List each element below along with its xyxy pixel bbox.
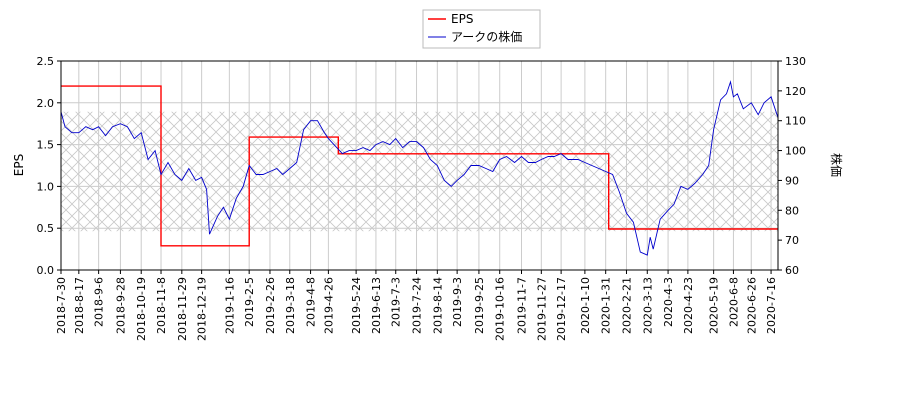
x-tick-label: 2019-10-16 bbox=[494, 277, 507, 341]
x-tick-label: 2018-9-6 bbox=[93, 277, 106, 327]
x-tick-label: 2019-8-14 bbox=[431, 277, 444, 334]
plot-frame bbox=[60, 60, 779, 271]
x-tick-label: 2019-5-24 bbox=[350, 277, 363, 334]
x-tick-label: 2019-7-24 bbox=[411, 277, 424, 334]
x-tick-label: 2020-1-31 bbox=[600, 277, 613, 334]
y-tick-label-left: 2.5 bbox=[37, 55, 55, 68]
x-tick-label: 2019-7-3 bbox=[390, 277, 403, 327]
x-tick-label: 2019-9-25 bbox=[473, 277, 486, 334]
x-tick-label: 2018-9-28 bbox=[114, 277, 127, 334]
x-tick-label: 2020-4-3 bbox=[662, 277, 675, 327]
y-tick-label-left: 1.5 bbox=[37, 139, 55, 152]
y-tick-label-right: 80 bbox=[785, 204, 799, 217]
y-tick-label-right: 120 bbox=[785, 85, 806, 98]
x-tick-label: 2019-9-3 bbox=[451, 277, 464, 327]
legend-box bbox=[422, 9, 541, 49]
y-axis-label-right: 株価 bbox=[829, 153, 844, 177]
x-tick-label: 2018-11-8 bbox=[155, 277, 168, 334]
x-tick-label: 2019-2-5 bbox=[243, 277, 256, 327]
y-tick-label-left: 0.5 bbox=[37, 222, 55, 235]
x-tick-label: 2020-3-13 bbox=[641, 277, 654, 334]
x-tick-label: 2019-11-27 bbox=[535, 277, 548, 341]
x-tick-label: 2019-2-26 bbox=[264, 277, 277, 334]
x-tick-label: 2018-11-29 bbox=[176, 277, 189, 341]
x-tick-label: 2020-2-21 bbox=[620, 277, 633, 334]
grid bbox=[60, 60, 778, 271]
x-tick-label: 2018-8-17 bbox=[73, 277, 86, 334]
x-tick-label: 2019-3-18 bbox=[284, 277, 297, 334]
y-tick-label-left: 0.0 bbox=[37, 264, 55, 277]
x-tick-label: 2019-4-26 bbox=[322, 277, 335, 334]
y-tick-label-left: 2.0 bbox=[37, 97, 55, 110]
x-tick-label: 2019-6-13 bbox=[370, 277, 383, 334]
right-axis-ticks: 60 70 80 90 100 110 120 130 bbox=[778, 55, 806, 277]
y-tick-label-right: 60 bbox=[785, 264, 799, 277]
series-layer bbox=[61, 80, 778, 256]
x-tick-label: 2018-12-19 bbox=[196, 277, 209, 341]
x-tick-label: 2019-12-17 bbox=[555, 277, 568, 341]
legend: EPS アークの株価 bbox=[422, 9, 541, 49]
x-tick-label: 2020-6-8 bbox=[727, 277, 740, 327]
x-tick-label: 2018-7-30 bbox=[55, 277, 68, 334]
y-tick-label-left: 1.0 bbox=[37, 180, 55, 193]
shaded-band bbox=[61, 111, 778, 232]
x-tick-label: 2020-6-26 bbox=[745, 277, 758, 334]
x-axis-ticks: 2018-7-30 2018-8-17 2018-9-6 2018-9-28 2018-… bbox=[55, 270, 778, 341]
y-tick-label-right: 90 bbox=[785, 174, 799, 187]
x-tick-label: 2018-10-19 bbox=[135, 277, 148, 341]
eps-series-line bbox=[61, 85, 778, 247]
left-axis-ticks: 0.0 0.5 1.0 1.5 2.0 2.5 bbox=[37, 55, 61, 277]
x-tick-label: 2019-11-7 bbox=[516, 277, 529, 334]
x-tick-label: 2020-5-19 bbox=[708, 277, 721, 334]
y-axis-label-left: EPS bbox=[12, 154, 26, 176]
x-tick-label: 2019-4-8 bbox=[305, 277, 318, 327]
x-tick-label: 2020-1-10 bbox=[579, 277, 592, 334]
x-tick-label: 2019-1-16 bbox=[223, 277, 236, 334]
legend-label-eps: EPS bbox=[451, 12, 473, 26]
legend-label-stock: アークの株価 bbox=[451, 29, 522, 44]
x-tick-label: 2020-7-16 bbox=[765, 277, 778, 334]
x-tick-label: 2020-4-23 bbox=[682, 277, 695, 334]
y-tick-label-right: 110 bbox=[785, 115, 806, 128]
stock-price-series-line bbox=[61, 80, 778, 256]
y-tick-label-right: 70 bbox=[785, 234, 799, 247]
y-tick-label-right: 130 bbox=[785, 55, 806, 68]
y-tick-label-right: 100 bbox=[785, 145, 806, 158]
